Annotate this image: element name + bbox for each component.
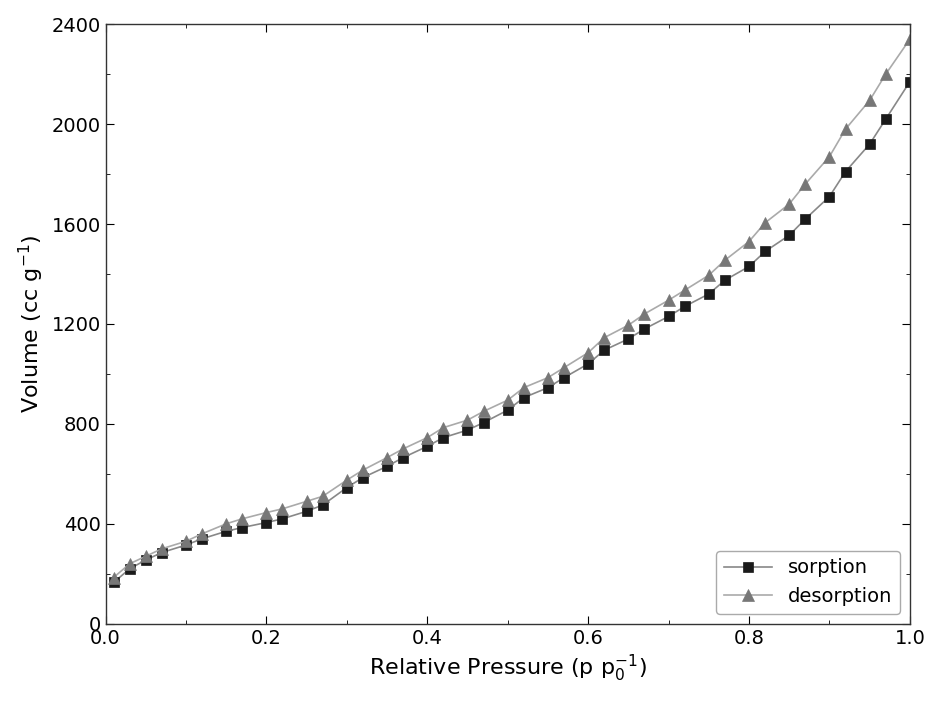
Line: sorption: sorption — [108, 77, 915, 587]
desorption — [880, 70, 891, 79]
desorption — [800, 180, 811, 189]
desorption — [784, 200, 795, 208]
sorption — [800, 215, 811, 223]
sorption — [382, 462, 393, 470]
desorption — [543, 374, 554, 382]
desorption — [382, 454, 393, 462]
desorption — [462, 416, 473, 424]
desorption — [180, 537, 191, 545]
desorption — [824, 152, 836, 161]
desorption — [679, 286, 690, 294]
sorption — [598, 346, 609, 355]
desorption — [196, 529, 207, 538]
desorption — [864, 96, 875, 104]
sorption — [317, 501, 329, 509]
sorption — [156, 548, 168, 557]
desorption — [156, 545, 168, 553]
sorption — [124, 564, 136, 573]
desorption — [108, 573, 120, 582]
desorption — [357, 466, 368, 475]
desorption — [478, 407, 489, 416]
sorption — [502, 406, 513, 414]
sorption — [543, 383, 554, 392]
sorption — [357, 473, 368, 482]
sorption — [108, 578, 120, 587]
sorption — [623, 334, 634, 343]
sorption — [639, 325, 650, 333]
sorption — [679, 302, 690, 311]
desorption — [277, 505, 288, 513]
desorption — [236, 515, 248, 523]
desorption — [720, 256, 731, 264]
Legend: sorption, desorption: sorption, desorption — [716, 551, 901, 614]
sorption — [438, 433, 449, 442]
sorption — [462, 426, 473, 435]
desorption — [220, 519, 232, 528]
sorption — [663, 312, 674, 320]
Y-axis label: Volume (cc g$^{-1}$): Volume (cc g$^{-1}$) — [17, 235, 46, 413]
desorption — [759, 219, 771, 227]
desorption — [502, 396, 513, 404]
sorption — [743, 262, 755, 271]
sorption — [582, 360, 593, 368]
desorption — [518, 383, 529, 392]
sorption — [784, 231, 795, 240]
desorption — [598, 334, 609, 342]
sorption — [518, 393, 529, 402]
sorption — [196, 535, 207, 543]
sorption — [180, 540, 191, 549]
sorption — [261, 518, 272, 526]
sorption — [301, 507, 313, 515]
desorption — [438, 423, 449, 432]
desorption — [317, 492, 329, 501]
sorption — [236, 524, 248, 532]
sorption — [277, 515, 288, 523]
sorption — [220, 527, 232, 536]
desorption — [341, 476, 352, 484]
sorption — [703, 290, 714, 298]
desorption — [904, 35, 916, 43]
sorption — [140, 556, 152, 564]
sorption — [864, 140, 875, 149]
sorption — [559, 374, 570, 382]
sorption — [759, 247, 771, 256]
Line: desorption: desorption — [108, 34, 916, 583]
sorption — [904, 77, 916, 86]
desorption — [140, 552, 152, 561]
sorption — [341, 484, 352, 492]
desorption — [301, 497, 313, 505]
desorption — [623, 321, 634, 329]
sorption — [720, 276, 731, 285]
desorption — [422, 433, 433, 442]
desorption — [663, 296, 674, 304]
desorption — [398, 444, 409, 453]
desorption — [124, 559, 136, 568]
desorption — [261, 508, 272, 517]
X-axis label: Relative Pressure (p p$_0^{-1}$): Relative Pressure (p p$_0^{-1}$) — [369, 653, 646, 684]
desorption — [703, 271, 714, 280]
sorption — [398, 454, 409, 462]
desorption — [840, 125, 852, 133]
sorption — [840, 168, 852, 176]
desorption — [639, 310, 650, 318]
desorption — [582, 348, 593, 357]
sorption — [880, 115, 891, 123]
sorption — [824, 192, 836, 200]
desorption — [743, 238, 755, 246]
sorption — [422, 442, 433, 451]
sorption — [478, 418, 489, 427]
desorption — [559, 363, 570, 372]
